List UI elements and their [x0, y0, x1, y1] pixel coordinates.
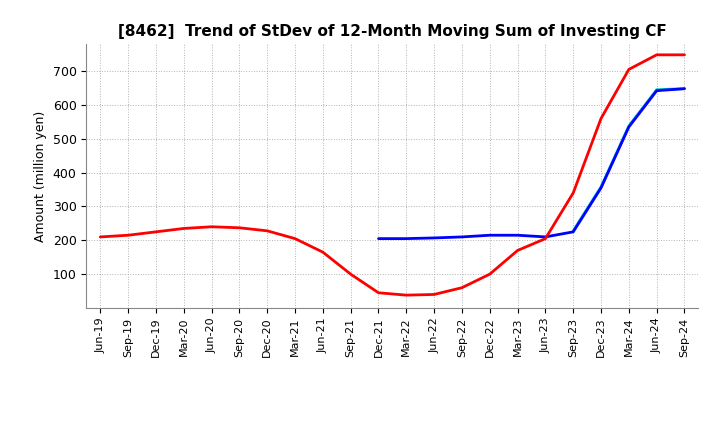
3 Years	[680, 52, 689, 58]
5 Years	[458, 234, 467, 239]
5 Years	[597, 185, 606, 191]
3 Years	[624, 67, 633, 72]
3 Years	[96, 234, 104, 239]
7 Years	[652, 87, 661, 92]
Line: 3 Years: 3 Years	[100, 55, 685, 295]
3 Years	[374, 290, 383, 295]
5 Years	[485, 233, 494, 238]
3 Years	[318, 249, 327, 255]
Title: [8462]  Trend of StDev of 12-Month Moving Sum of Investing CF: [8462] Trend of StDev of 12-Month Moving…	[118, 24, 667, 39]
3 Years	[402, 293, 410, 298]
3 Years	[124, 233, 132, 238]
Legend: 3 Years, 5 Years, 7 Years: 3 Years, 5 Years, 7 Years	[240, 433, 544, 440]
3 Years	[652, 52, 661, 58]
5 Years	[513, 233, 522, 238]
7 Years	[569, 228, 577, 234]
5 Years	[374, 236, 383, 241]
3 Years	[597, 116, 606, 121]
5 Years	[680, 86, 689, 92]
5 Years	[652, 88, 661, 93]
3 Years	[430, 292, 438, 297]
3 Years	[235, 225, 243, 231]
3 Years	[291, 236, 300, 241]
5 Years	[624, 124, 633, 129]
3 Years	[458, 285, 467, 290]
3 Years	[485, 271, 494, 277]
7 Years	[680, 86, 689, 92]
3 Years	[152, 229, 161, 235]
5 Years	[402, 236, 410, 241]
3 Years	[541, 236, 550, 241]
3 Years	[346, 271, 355, 277]
7 Years	[624, 123, 633, 128]
3 Years	[207, 224, 216, 229]
Line: 7 Years: 7 Years	[573, 89, 685, 231]
3 Years	[569, 190, 577, 195]
5 Years	[430, 235, 438, 241]
3 Years	[513, 248, 522, 253]
3 Years	[263, 228, 271, 234]
5 Years	[569, 229, 577, 235]
Y-axis label: Amount (million yen): Amount (million yen)	[34, 110, 47, 242]
Line: 5 Years: 5 Years	[379, 89, 685, 238]
7 Years	[597, 184, 606, 190]
5 Years	[541, 234, 550, 239]
3 Years	[179, 226, 188, 231]
